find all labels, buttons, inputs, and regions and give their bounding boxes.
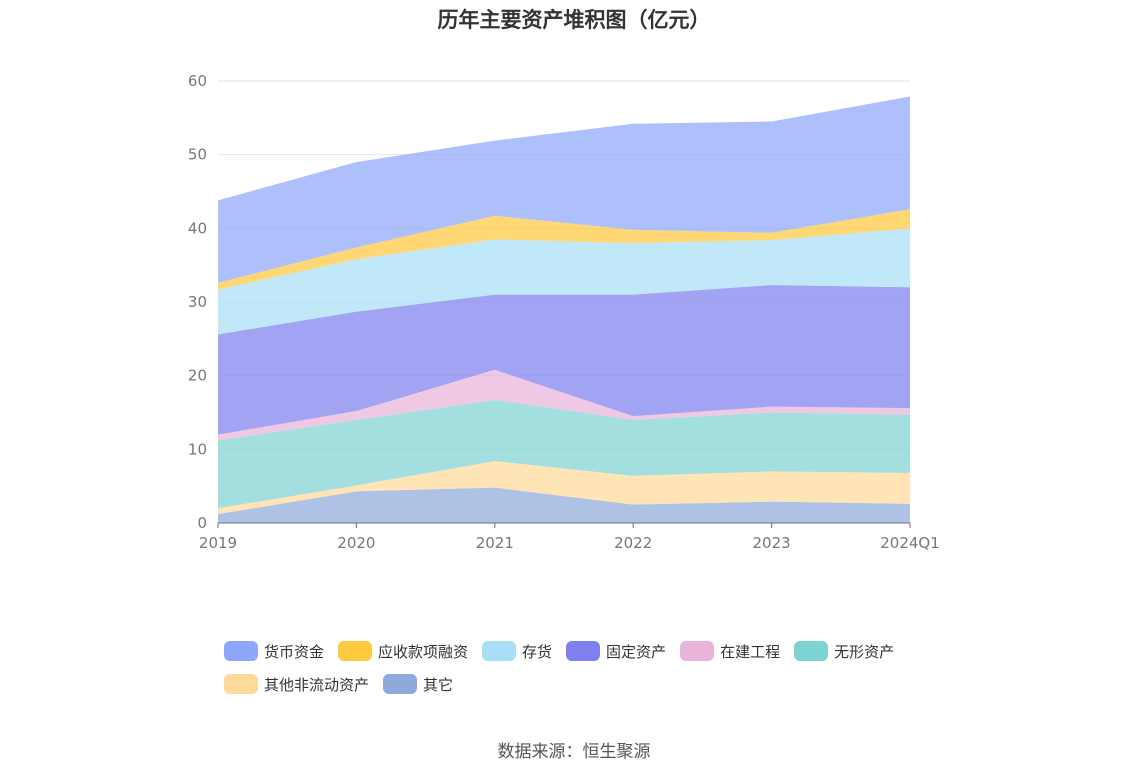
x-tick-label: 2023 [753,534,791,552]
legend-swatch-other-noncurrent [224,674,258,694]
y-tick-label: 20 [188,367,207,385]
legend-item-other[interactable]: 其它 [383,673,453,695]
legend-swatch-receivables-financing [338,641,373,661]
legend-swatch-inventory [482,641,517,661]
legend-label-cash: 货币资金 [264,642,325,661]
area-series-4 [218,285,910,435]
legend-item-cash[interactable]: 货币资金 [224,640,324,662]
x-tick-label: 2020 [337,534,375,552]
legend-item-fixed-assets[interactable]: 固定资产 [566,640,666,662]
legend-label-receivables-financing: 应收款项融资 [378,642,469,661]
legend-swatch-other [383,674,418,694]
chart-legend: 货币资金 应收款项融资 存货 固定资产 在建工程 无形资产 其他非流动资产 [224,640,944,706]
legend-label-construction: 在建工程 [720,642,781,661]
y-tick-label: 60 [188,72,207,90]
legend-item-receivables-financing[interactable]: 应收款项融资 [338,640,468,662]
area-series-3 [218,369,910,441]
area-series-5 [218,228,910,335]
stacked-area-chart: 0 10 20 30 40 50 60 2019 2020 2021 2022 2023 2024Q1 [188,72,940,552]
legend-label-inventory: 存货 [522,642,553,661]
x-tick-label: 2019 [199,534,237,552]
area-series-0 [218,487,910,523]
legend-label-fixed-assets: 固定资产 [606,642,667,661]
area-series-1 [218,461,910,515]
area-series-2 [218,399,910,509]
x-tick-label: 2024Q1 [880,534,940,552]
legend-swatch-fixed-assets [566,641,601,661]
x-tick-label: 2022 [614,534,652,552]
data-source-note: 数据来源：恒生聚源 [497,742,651,762]
legend-label-other-noncurrent: 其他非流动资产 [264,675,370,694]
legend-swatch-intangible [794,641,829,661]
legend-row-1: 货币资金 应收款项融资 存货 固定资产 在建工程 无形资产 [224,640,944,662]
legend-label-other: 其它 [423,675,454,694]
legend-item-construction[interactable]: 在建工程 [680,640,780,662]
y-tick-label: 10 [188,440,207,458]
legend-row-2: 其他非流动资产 其它 [224,673,944,695]
legend-swatch-cash [224,641,258,661]
legend-label-intangible: 无形资产 [834,642,895,661]
y-tick-label: 50 [188,146,207,164]
legend-item-intangible[interactable]: 无形资产 [794,640,894,662]
legend-item-inventory[interactable]: 存货 [482,640,552,662]
y-tick-label: 30 [188,293,207,311]
chart-title: 历年主要资产堆积图（亿元） [437,8,711,32]
area-series-7 [218,96,910,283]
x-tick-label: 2021 [476,534,514,552]
y-tick-label: 40 [188,219,207,237]
y-tick-label: 0 [197,514,207,532]
legend-item-other-noncurrent[interactable]: 其他非流动资产 [224,673,369,695]
legend-swatch-construction [680,641,715,661]
area-series-6 [218,209,910,290]
